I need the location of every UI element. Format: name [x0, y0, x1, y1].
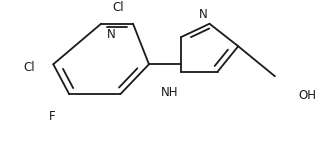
- Text: NH: NH: [161, 86, 178, 99]
- Text: OH: OH: [299, 89, 317, 102]
- Text: N: N: [199, 8, 207, 21]
- Text: N: N: [107, 28, 116, 41]
- Text: F: F: [48, 110, 55, 123]
- Text: Cl: Cl: [24, 61, 35, 74]
- Text: Cl: Cl: [113, 1, 125, 14]
